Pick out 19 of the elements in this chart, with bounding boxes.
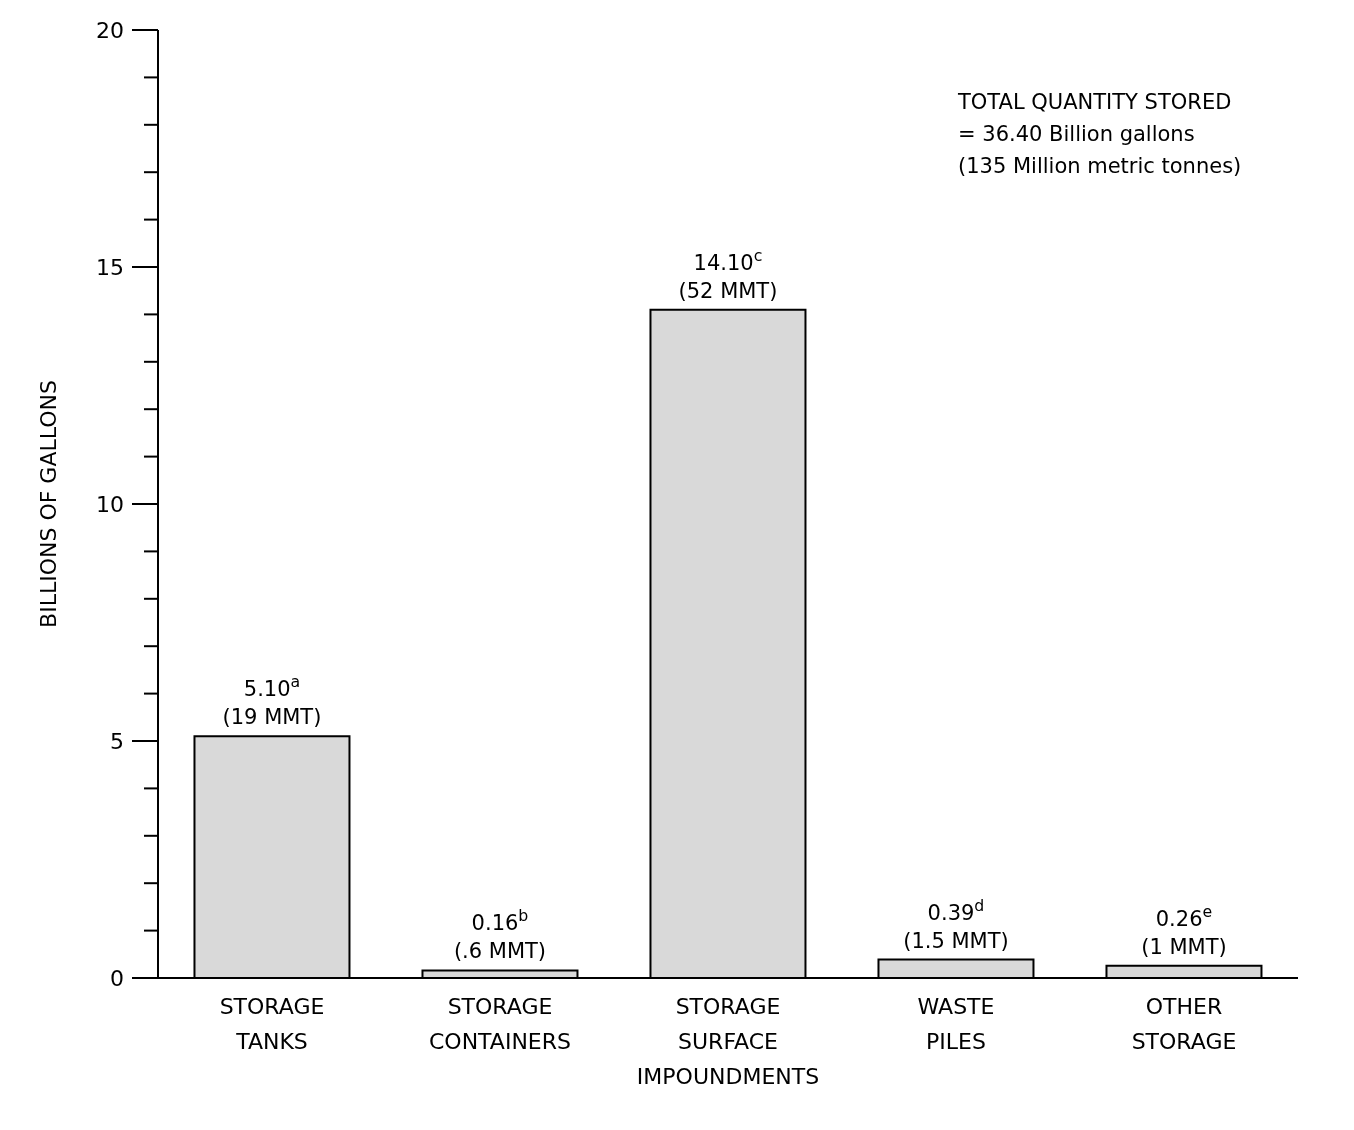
y-tick-label: 15 <box>96 255 124 280</box>
x-tick-label: STORAGE SURFACE IMPOUNDMENTS <box>636 994 820 1089</box>
x-tick-label: STORAGE CONTAINERS <box>428 994 572 1054</box>
x-tick-label: WASTE PILES <box>917 994 995 1054</box>
y-tick-label: 5 <box>110 729 124 754</box>
annotation: = 36.40 Billion gallons <box>958 121 1196 148</box>
y-tick-label: 0 <box>110 966 124 991</box>
data-label: 0.39$^{d}$ (1.5 MMT) <box>903 895 1009 953</box>
data-label: 0.26$^{e}$ (1 MMT) <box>1141 901 1227 959</box>
x-tick-label: OTHER STORAGE <box>1131 994 1237 1054</box>
y-axis-title: BILLIONS OF GALLONS <box>35 380 61 628</box>
y-tick-label: 10 <box>96 492 124 517</box>
y-tick-label: 20 <box>96 18 124 43</box>
data-label: 5.10$^{a}$ (19 MMT) <box>222 671 322 730</box>
x-tick-label: STORAGE TANKS <box>219 994 325 1054</box>
data-label: 0.16$^{b}$ (.6 MMT) <box>453 905 547 964</box>
annotation: (135 Million metric tonnes) <box>958 153 1242 180</box>
data-label: 14.10$^{c}$ (52 MMT) <box>678 245 778 303</box>
annotation: TOTAL QUANTITY STORED <box>958 89 1233 116</box>
